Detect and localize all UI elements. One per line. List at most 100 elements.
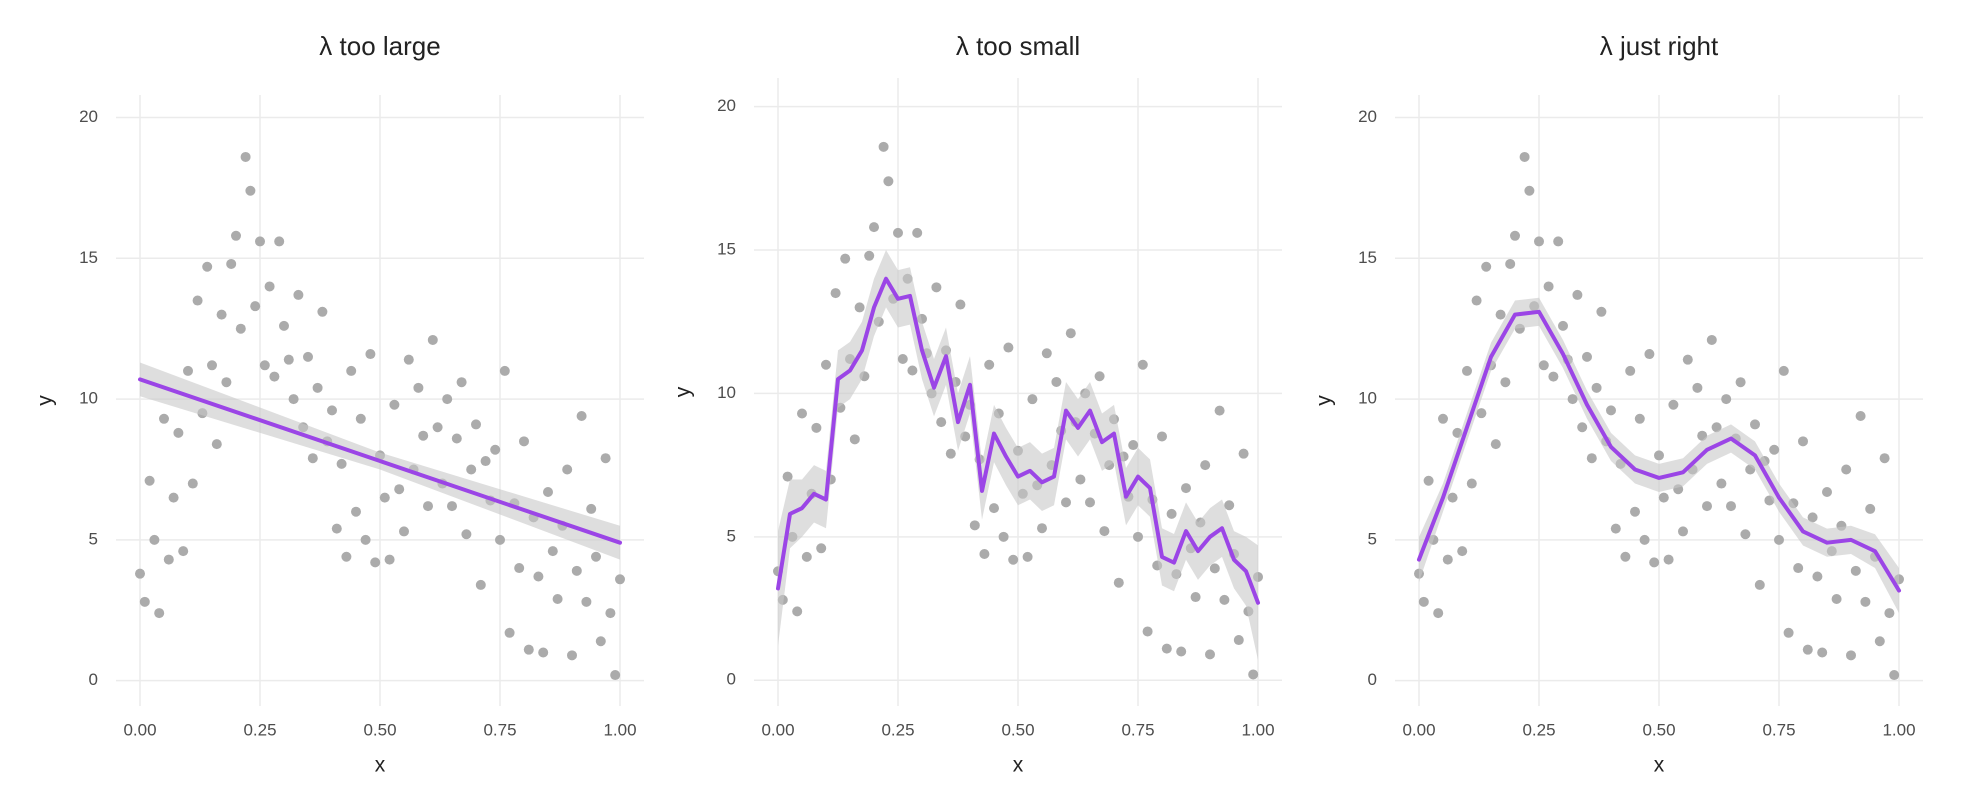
point [1027, 394, 1038, 405]
point [1181, 483, 1191, 494]
point [351, 506, 361, 517]
point [1889, 670, 1900, 681]
point [538, 647, 549, 658]
panel: 0 5 10 15 20 0.00 0.25 0.50 0.75 1.00 λ too small x… [672, 31, 1282, 777]
point [207, 360, 217, 371]
fit-line [776, 276, 1260, 605]
y-tick-label: 5 [727, 526, 736, 545]
point [840, 253, 851, 264]
y-axis-label: y [34, 395, 57, 406]
point [1879, 453, 1890, 464]
point [1176, 646, 1187, 657]
point [1510, 230, 1520, 241]
point [1166, 508, 1177, 519]
point [355, 413, 366, 424]
point [562, 464, 573, 475]
point [499, 365, 510, 376]
point [1841, 464, 1852, 475]
point [893, 227, 903, 238]
point [1735, 377, 1746, 388]
point [399, 526, 409, 537]
point [1678, 526, 1688, 537]
point [1008, 554, 1019, 565]
y-tick-label: 20 [1358, 107, 1377, 126]
point [945, 448, 956, 459]
point [1831, 594, 1842, 605]
point [432, 422, 443, 433]
point [552, 594, 563, 605]
point [312, 382, 323, 393]
y-tick-label: 10 [717, 383, 736, 402]
point [307, 453, 318, 464]
point [1726, 501, 1736, 512]
point [1620, 551, 1631, 562]
point [936, 417, 947, 428]
point [1075, 474, 1086, 485]
point [816, 543, 827, 554]
point [384, 554, 395, 565]
point [600, 453, 611, 464]
point [1711, 422, 1722, 433]
point [1625, 365, 1636, 376]
x-axis-label: x [1654, 754, 1665, 777]
point [495, 534, 505, 545]
point [1022, 551, 1033, 562]
y-tick-label: 0 [727, 670, 736, 689]
point [192, 295, 203, 306]
point [1113, 577, 1124, 588]
chart-title: λ just right [1600, 31, 1719, 61]
point [255, 236, 265, 247]
point [1538, 360, 1549, 371]
point [1630, 506, 1640, 517]
y-tick-label: 5 [89, 529, 98, 548]
point [456, 377, 467, 388]
point [869, 222, 879, 233]
point [998, 531, 1009, 542]
y-tick-label: 5 [1368, 529, 1377, 548]
x-tick-label: 0.50 [1001, 720, 1034, 739]
y-tick-label: 10 [79, 389, 98, 408]
point [1085, 497, 1095, 508]
point [389, 399, 400, 410]
point [907, 365, 918, 376]
point [1658, 492, 1669, 503]
point [821, 359, 831, 370]
point [216, 309, 227, 320]
point [1543, 281, 1554, 292]
point [1668, 399, 1679, 410]
point [475, 579, 486, 590]
point [854, 302, 865, 313]
x-tick-label: 0.50 [363, 720, 396, 739]
point [1495, 309, 1506, 320]
point [811, 422, 822, 433]
point [1577, 422, 1588, 433]
point [317, 306, 328, 317]
point [178, 546, 189, 557]
x-tick-label: 0.00 [123, 720, 156, 739]
point [1248, 669, 1259, 680]
point [1200, 460, 1211, 471]
point [1654, 450, 1664, 461]
point [1855, 410, 1866, 421]
point [1644, 349, 1655, 360]
point [336, 458, 347, 469]
point [1750, 419, 1760, 430]
point [1702, 501, 1712, 512]
point [283, 354, 294, 365]
point [211, 439, 222, 450]
point [864, 250, 875, 261]
point [1219, 594, 1230, 605]
point [1418, 596, 1429, 607]
point [149, 534, 160, 545]
point [1476, 408, 1487, 419]
point [331, 523, 342, 534]
point [1596, 306, 1607, 317]
point [1447, 492, 1458, 503]
point [1133, 531, 1143, 542]
point [226, 258, 237, 269]
point [797, 408, 807, 419]
point [259, 360, 270, 371]
point [427, 334, 438, 345]
point [168, 492, 179, 503]
point [447, 501, 457, 512]
